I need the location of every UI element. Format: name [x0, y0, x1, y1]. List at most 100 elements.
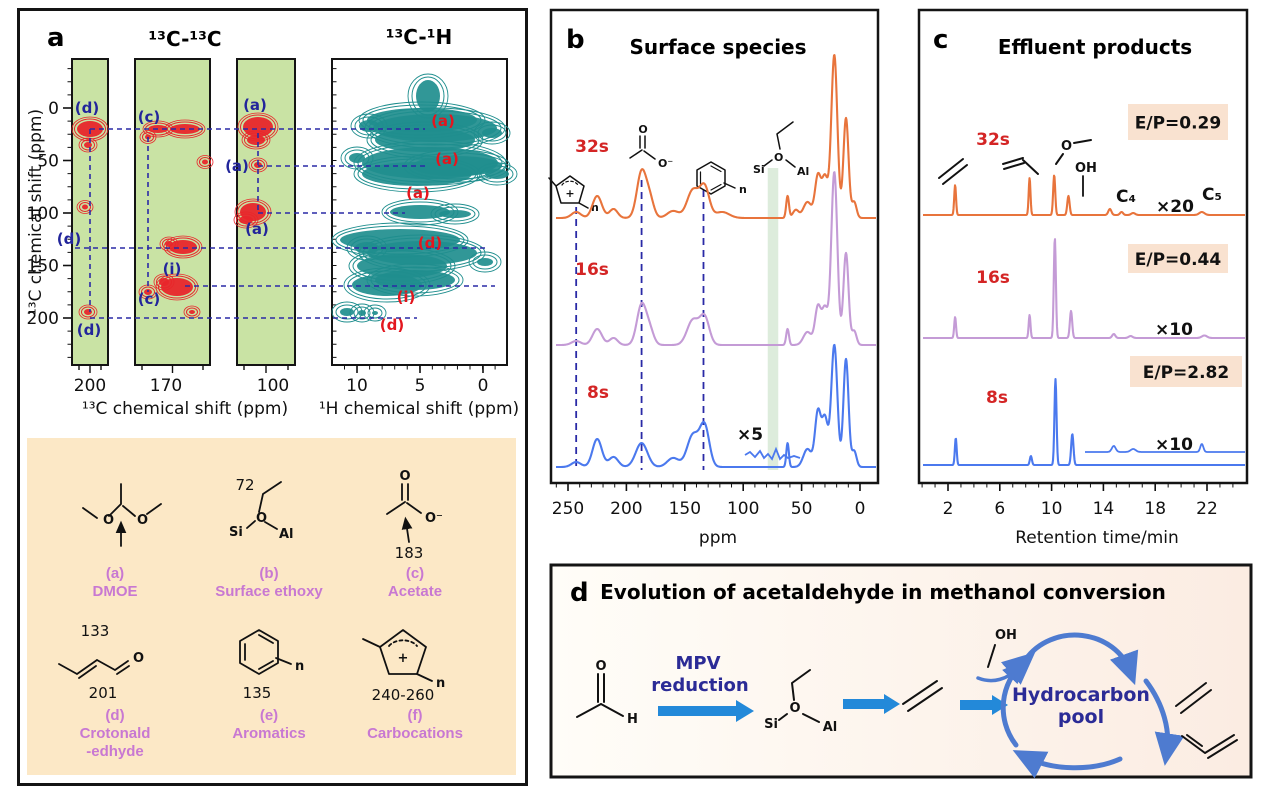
shift-value: 201	[89, 684, 118, 702]
red-contour-ring	[234, 198, 272, 226]
teal-contour-ring	[350, 113, 388, 139]
red-contour-ring	[162, 238, 176, 250]
peak-assignment-label: (d)	[418, 234, 442, 252]
legend-key: (d)	[105, 707, 125, 724]
pool-label-line2: pool	[1058, 706, 1104, 728]
shift-value: 133	[81, 622, 110, 640]
ch-x-axis-label: ¹H chemical shift (ppm)	[319, 399, 519, 419]
peak-assignment-label: (c)	[138, 290, 161, 308]
teal-contour-ring	[480, 165, 514, 183]
crotonaldehyde-structure: 133 O 201	[58, 622, 144, 702]
shift-value: 72	[235, 476, 254, 494]
methanol-icon: OH	[1075, 161, 1097, 197]
cycle-arc	[1023, 632, 1139, 686]
o-atom: O	[789, 701, 800, 716]
teal-contour-blob	[372, 311, 378, 315]
x-tick-label: 100	[727, 499, 759, 519]
panel-letter-b: b	[566, 25, 585, 55]
shift-value: 135	[243, 684, 272, 702]
teal-contour-blob	[416, 80, 440, 112]
shift-value: 240-260	[372, 686, 435, 702]
surface-ethoxy-icon: Si O Al	[753, 121, 809, 178]
legend-name: -edhyde	[86, 743, 144, 760]
red-contour-blob	[189, 310, 195, 314]
teal-contour-blob	[349, 153, 365, 163]
panel-c-effluent-products: c Effluent products O OH 32s 16s 8s 2 6 10 14 1…	[917, 8, 1249, 548]
teal-contour-ring	[473, 121, 511, 145]
y-axis-label: ¹³C chemical shift (ppm)	[26, 109, 46, 315]
x-tick-label: 10	[346, 376, 368, 396]
teal-contour-ring	[370, 266, 460, 294]
legend-item-aromatics: n 135 (e) Aromatics	[193, 616, 345, 743]
peak-assignment-label: (a)	[406, 184, 430, 202]
svg-text:O: O	[638, 123, 647, 136]
cycle-arc	[1012, 750, 1123, 779]
teal-contour-ring	[477, 124, 507, 142]
svg-text:n: n	[591, 201, 599, 214]
peak-assignment-label: (i)	[163, 260, 182, 278]
svg-text:Al: Al	[797, 165, 809, 178]
cycle-arc	[1143, 678, 1185, 766]
trace-8s	[922, 377, 1246, 467]
red-contour-ring	[237, 200, 269, 224]
legend-key: (b)	[259, 565, 279, 582]
teal-contour-ring	[354, 116, 384, 136]
x-tick-label: 200	[610, 499, 642, 519]
red-contour-blob	[82, 204, 88, 210]
ep-ratio-value: E/P=0.44	[1135, 250, 1222, 270]
red-contour-blob	[159, 278, 169, 286]
peak-annotation: ×10	[1155, 320, 1193, 340]
red-contour-ring	[81, 139, 95, 151]
o-atom: O	[256, 511, 267, 526]
x-tick-label: 18	[1144, 499, 1166, 519]
series-label-8s: 8s	[587, 383, 609, 403]
red-contour-ring	[236, 213, 256, 227]
peak-assignment-label: (i)	[397, 288, 416, 306]
butadiene-product-structure	[1181, 734, 1238, 759]
trace-16s	[555, 171, 877, 347]
panel-a-nmr-correlation: a ¹³C-¹³C ¹³C-¹H ¹³C chemical shift (ppm…	[17, 8, 528, 786]
red-contour-blob	[247, 135, 265, 145]
legend-name: Crotonald	[79, 725, 151, 742]
o-atom: O	[103, 513, 114, 528]
species-legend-box: O O (a) DMOE 72 O Si Al (b) Surface etho…	[27, 438, 516, 775]
teal-contour-blob	[359, 120, 379, 132]
legend-key: (c)	[405, 565, 425, 582]
red-contour-ring	[244, 132, 268, 148]
chromatogram-layer: 32s 16s 8s 2 6 10 14 18 22 E/P=0.29 E/P=0.44 E/P=2.…	[917, 8, 1249, 519]
magnified-inset-trace	[744, 446, 801, 461]
n-substituent: n	[436, 676, 445, 691]
ethene-product-structure	[1175, 682, 1212, 714]
spectra-layer: 32s 16s 8s 250 200 150 100 50 0 ×5	[549, 8, 880, 519]
magnifier-label: ×5	[737, 425, 763, 445]
panel-d-title: Evolution of acetaldehyde in methanol co…	[600, 580, 1166, 604]
red-contour-blob	[84, 309, 92, 315]
x-tick-label: 2	[943, 499, 954, 519]
panel-letter-d: d	[570, 578, 589, 608]
carbocation-icon: + n	[548, 175, 599, 214]
al-atom: Al	[823, 720, 838, 735]
o-atom: O	[1061, 139, 1072, 154]
x-tick-label: 50	[791, 499, 813, 519]
red-contour-ring	[139, 130, 157, 144]
teal-contour-ring	[353, 306, 371, 320]
series-label-32s: 32s	[575, 137, 609, 157]
x-tick-label: 6	[994, 499, 1005, 519]
red-contour-ring	[159, 236, 179, 252]
panel-b-title: Surface species	[629, 35, 806, 59]
red-contour-blob	[165, 241, 173, 247]
peak-assignment-label: (c)	[138, 108, 161, 126]
panel-letter-c: c	[933, 25, 948, 55]
cc-x-axis-label: ¹³C chemical shift (ppm)	[82, 399, 288, 419]
teal-contour-ring	[407, 73, 449, 119]
svg-text:+: +	[565, 187, 574, 200]
teal-contour-ring	[363, 304, 387, 322]
peak-assignment-label: (a)	[225, 157, 249, 175]
teal-contour-blob	[485, 169, 509, 179]
legend-key: (f)	[407, 707, 423, 724]
plus-charge: +	[398, 651, 409, 666]
si-atom: Si	[764, 717, 778, 732]
x-tick-label: 22	[1196, 499, 1218, 519]
svg-text:O: O	[774, 151, 783, 164]
red-contour-ring	[199, 157, 211, 167]
